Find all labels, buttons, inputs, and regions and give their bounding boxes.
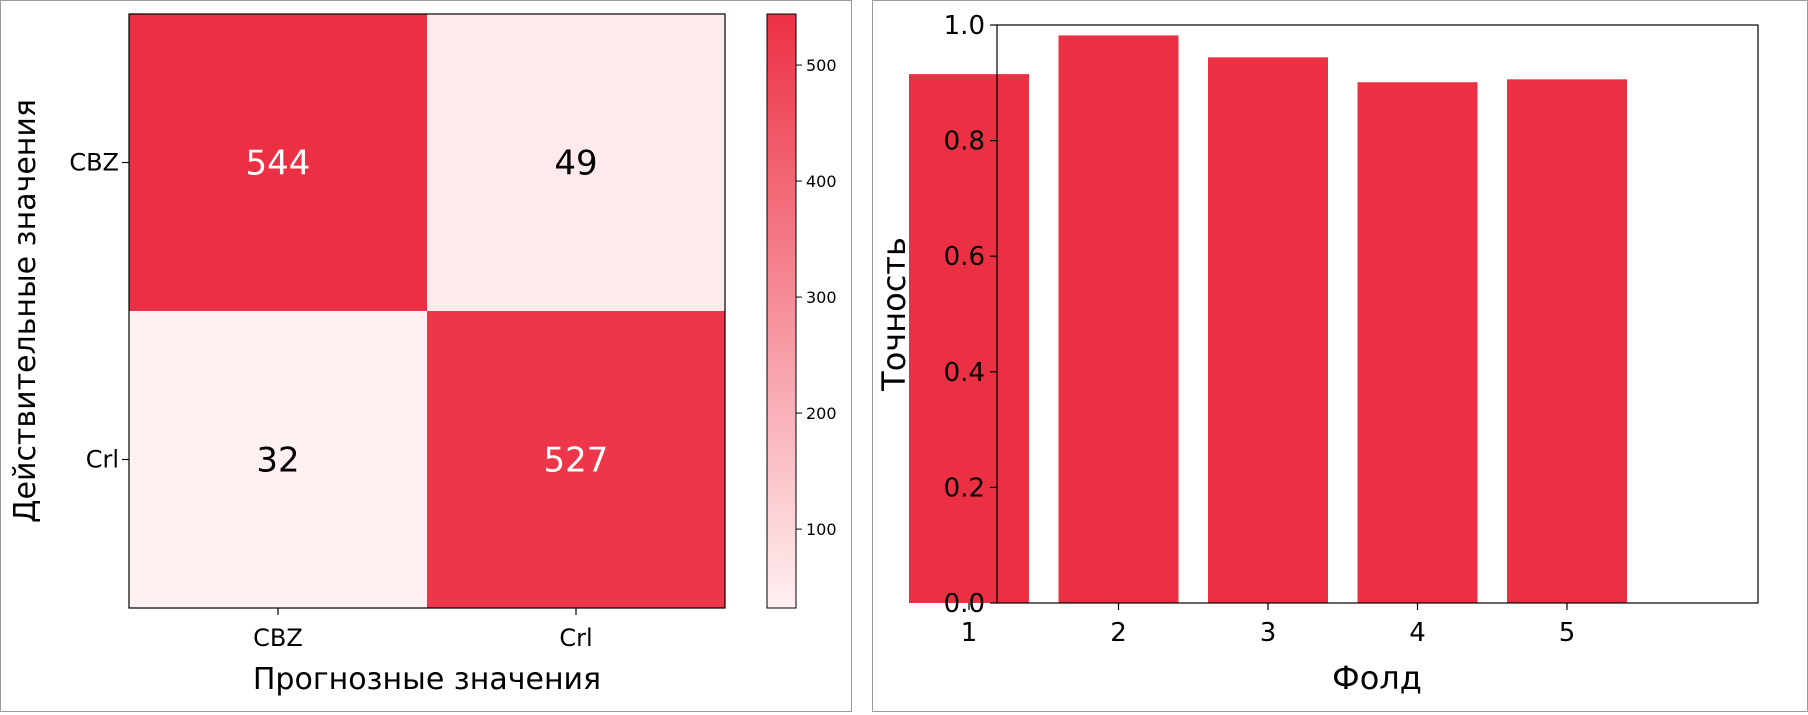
x-tick-label: Crl	[559, 624, 592, 652]
cell-value-label: 32	[256, 441, 299, 481]
y-tick-label: 0.0	[944, 589, 985, 619]
bar	[1208, 57, 1328, 604]
y-tick-label: 0.6	[944, 242, 985, 272]
colorbar	[766, 13, 797, 609]
heatmap-cell	[129, 311, 427, 608]
x-tick-label: CBZ	[253, 624, 303, 652]
confusion-matrix-panel: 544 49 32 527 CBZ Crl CBZ Crl Прогнозные знач…	[0, 0, 852, 712]
colorbar-tick-label: 300	[806, 288, 837, 307]
heatmap-cell	[129, 14, 427, 311]
plot-frame	[996, 24, 1759, 604]
heatmap-cell	[427, 311, 725, 608]
y-tick-label: 0.4	[944, 358, 985, 388]
heatmap-cell	[427, 14, 725, 311]
colorbar-tick-label: 100	[806, 520, 837, 539]
bar	[1507, 79, 1627, 603]
cell-value-label: 49	[554, 144, 597, 184]
x-tick-label: 5	[1559, 618, 1576, 648]
x-axis-label: Прогнозные значения	[253, 662, 601, 697]
colorbar-tick-label: 500	[806, 56, 837, 75]
x-tick-label: 1	[961, 618, 978, 648]
y-tick-label: 1.0	[944, 11, 985, 41]
confusion-matrix-chart: 544 49 32 527 CBZ Crl CBZ Crl Прогнозные знач…	[8, 13, 837, 697]
accuracy-bar-panel: 1 2 3 4 5 0.0 0.2 0.4 0.6 0.8 1.0 Фолд Точность	[872, 0, 1808, 712]
y-axis-label: Действительные значения	[8, 99, 43, 523]
x-tick-label: 4	[1409, 618, 1426, 648]
matrix-frame	[128, 13, 726, 609]
y-tick-label: 0.8	[944, 127, 985, 157]
colorbar-tick-label: 200	[806, 404, 837, 423]
bar	[1058, 35, 1179, 604]
cell-value-label: 544	[246, 144, 311, 184]
cell-value-label: 527	[544, 441, 609, 481]
y-tick-label: 0.2	[944, 473, 985, 503]
x-tick-label: 3	[1260, 618, 1277, 648]
accuracy-bar-chart: 1 2 3 4 5 0.0 0.2 0.4 0.6 0.8 1.0 Фолд Точность	[875, 11, 1759, 697]
y-tick-label: CBZ	[69, 149, 119, 177]
x-axis-label: Фолд	[1332, 659, 1422, 697]
y-axis-label: Точность	[875, 237, 913, 392]
bar	[909, 74, 1029, 603]
colorbar-tick-label: 400	[806, 172, 837, 191]
bar	[1357, 82, 1478, 604]
y-tick-label: Crl	[86, 446, 119, 474]
x-tick-label: 2	[1110, 618, 1127, 648]
